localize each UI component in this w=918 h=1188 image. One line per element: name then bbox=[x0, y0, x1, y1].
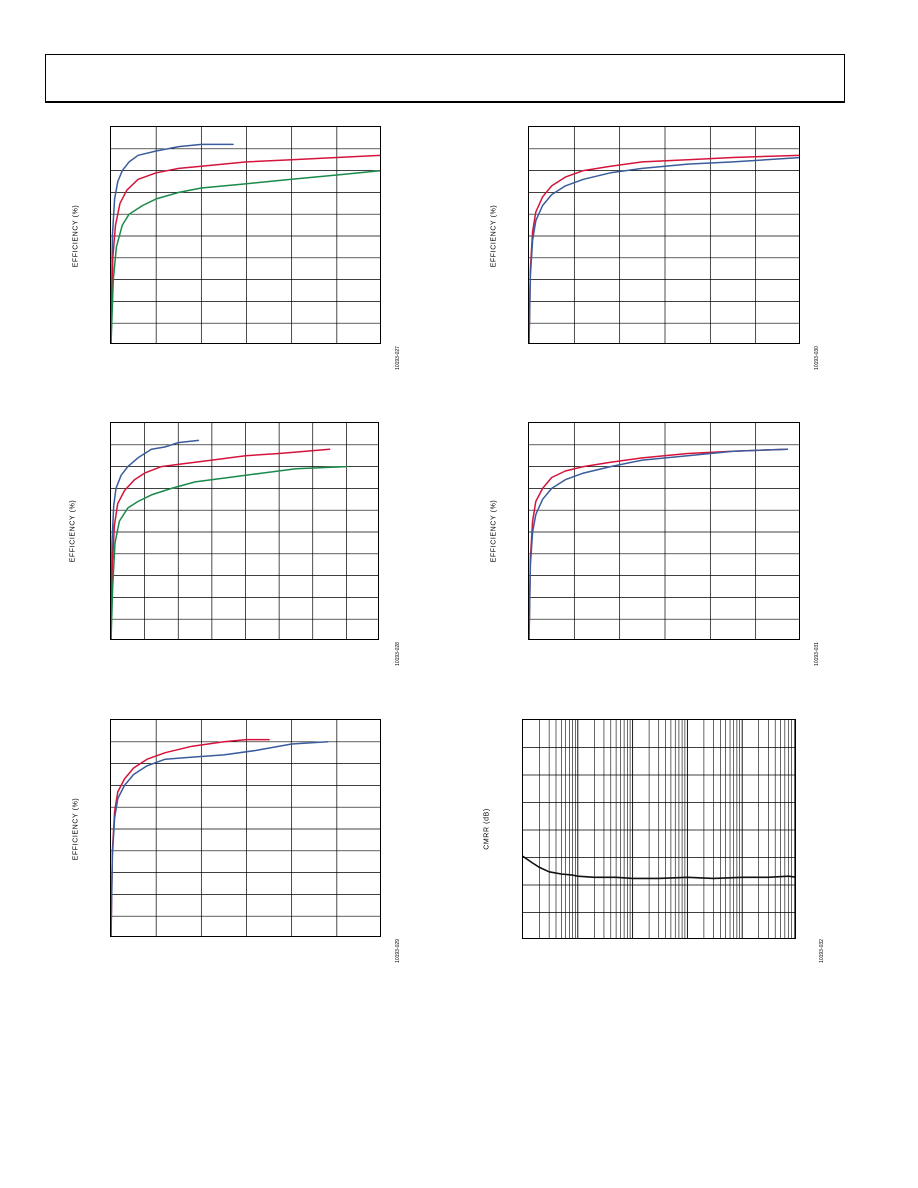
series-line-2 bbox=[529, 448, 789, 639]
series-line-2 bbox=[111, 448, 331, 639]
series-line-1 bbox=[111, 439, 200, 639]
plot-area bbox=[110, 422, 379, 640]
plot-area bbox=[528, 126, 800, 344]
page-header-frame bbox=[45, 54, 845, 103]
series-line-1 bbox=[523, 855, 795, 880]
plot-area bbox=[528, 422, 800, 640]
y-axis-label: EFFICIENCY (%) bbox=[72, 797, 80, 861]
figure-id: 10193-027 bbox=[395, 346, 401, 370]
figure-id: 10193-030 bbox=[814, 346, 820, 370]
y-axis-label: EFFICIENCY (%) bbox=[69, 499, 77, 563]
y-axis-label: EFFICIENCY (%) bbox=[490, 204, 498, 268]
series-line-1 bbox=[111, 738, 270, 936]
figure-id: 10193-031 bbox=[814, 642, 820, 666]
plot-area bbox=[110, 719, 381, 937]
y-axis-label: EFFICIENCY (%) bbox=[490, 499, 498, 563]
series-line-1 bbox=[111, 143, 234, 343]
plot-area bbox=[522, 719, 796, 939]
figure-id: 10193-029 bbox=[395, 939, 401, 963]
y-axis-label: CMRR (dB) bbox=[483, 808, 491, 850]
chart-svg bbox=[111, 127, 380, 343]
figure-id: 10193-032 bbox=[819, 939, 825, 963]
chart-svg bbox=[111, 720, 380, 936]
series-line-2 bbox=[529, 156, 799, 343]
series-line-2 bbox=[111, 154, 380, 343]
chart-svg bbox=[529, 127, 799, 343]
series-line-3 bbox=[111, 465, 348, 639]
series-line-3 bbox=[111, 170, 380, 343]
chart-svg bbox=[529, 423, 799, 639]
figure-id: 10193-028 bbox=[395, 642, 401, 666]
series-line-1 bbox=[529, 154, 799, 343]
chart-svg bbox=[111, 423, 378, 639]
plot-area bbox=[110, 126, 381, 344]
series-line-1 bbox=[529, 448, 789, 639]
y-axis-label: EFFICIENCY (%) bbox=[72, 204, 80, 268]
chart-svg bbox=[523, 720, 795, 938]
series-line-2 bbox=[111, 741, 329, 936]
